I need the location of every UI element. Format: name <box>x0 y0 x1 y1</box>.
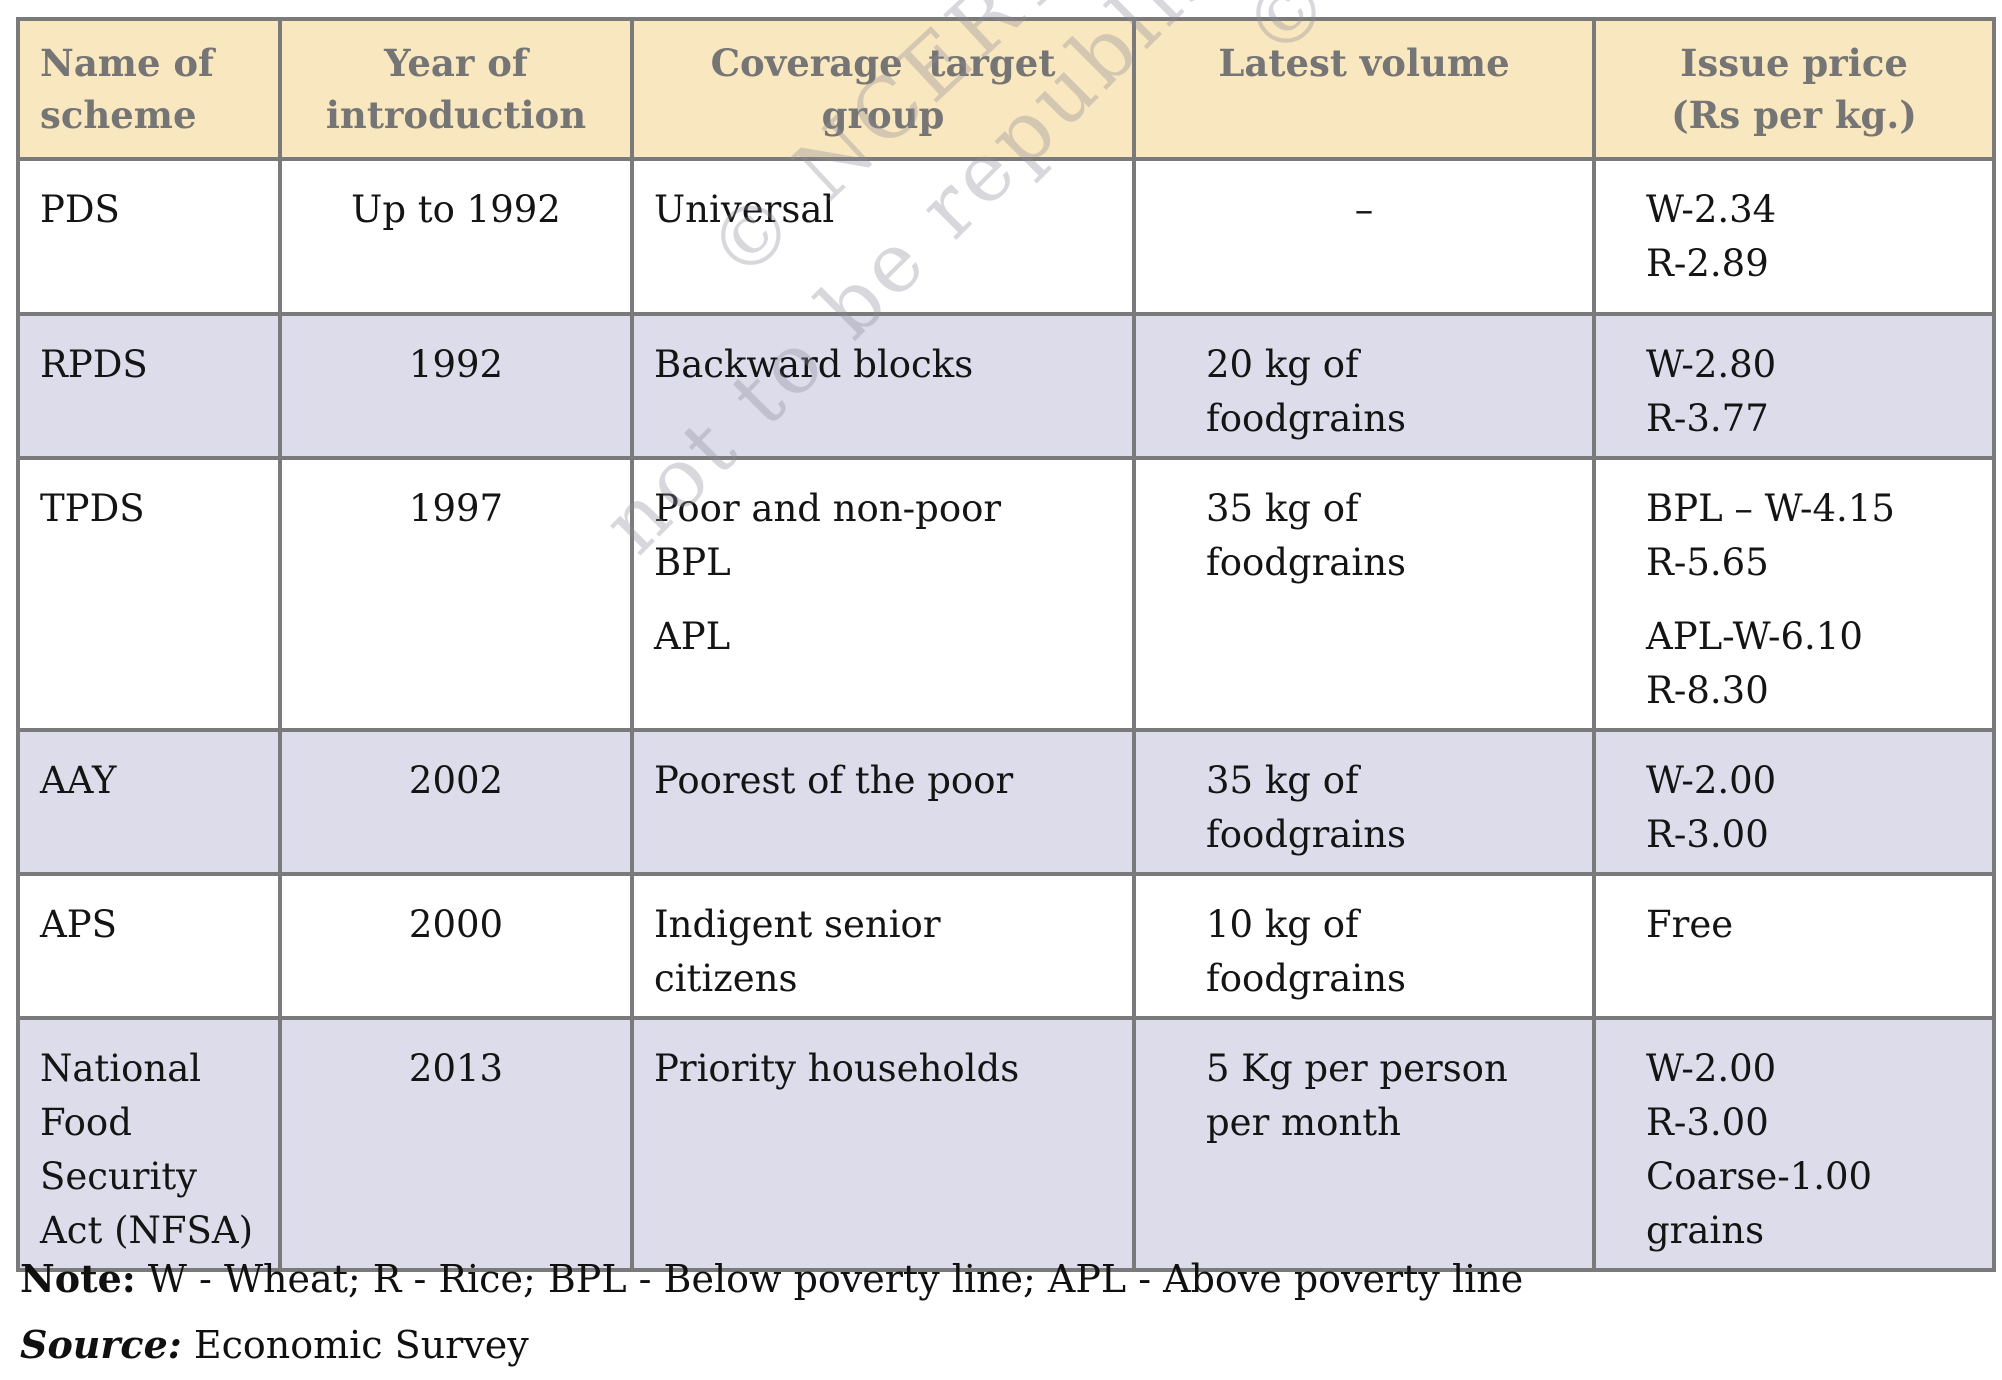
cell-scheme: RPDS <box>16 312 282 460</box>
cell-text: Indigent senior citizens <box>654 903 941 1000</box>
cell-scheme: National Food Security Act (NFSA) <box>16 1016 282 1272</box>
cell-text: 1992 <box>408 343 504 386</box>
cell-text: RPDS <box>40 343 148 386</box>
food-schemes-table: Name of scheme Year of introduction Covera… <box>16 17 1996 1272</box>
cell-text: 2002 <box>408 759 504 802</box>
cell-year: 1992 <box>278 312 634 460</box>
cell-volume: – <box>1132 157 1596 316</box>
cell-scheme: APS <box>16 872 282 1020</box>
cell-text: APL-W-6.10 R-8.30 <box>1646 615 1863 712</box>
cell-price: BPL – W-4.15 R-5.65 APL-W-6.10 R-8.30 <box>1592 456 1996 732</box>
table-row: RPDS 1992 Backward blocks 20 kg of foodgrai… <box>16 312 1996 460</box>
table-row: AAY 2002 Poorest of the poor 35 kg of foodg… <box>16 728 1996 876</box>
cell-text: BPL – W-4.15 R-5.65 <box>1646 487 1895 584</box>
table-row: PDS Up to 1992 Universal – W-2.34 R-2.89 <box>16 157 1996 316</box>
cell-text: PDS <box>40 188 120 231</box>
cell-volume: 20 kg of foodgrains <box>1132 312 1596 460</box>
column-header: Name of scheme <box>16 17 282 161</box>
column-header: Year of introduction <box>278 17 634 161</box>
cell-text: W-2.00 R-3.00 Coarse-1.00 grains <box>1646 1047 1873 1252</box>
cell-price: W-2.00 R-3.00 <box>1592 728 1996 876</box>
cell-text: 2013 <box>408 1047 504 1090</box>
cell-text: TPDS <box>40 487 145 530</box>
cell-price: W-2.34 R-2.89 <box>1592 157 1996 316</box>
cell-year: 2013 <box>278 1016 634 1272</box>
note-label: Note: <box>20 1256 136 1301</box>
cell-year: 2002 <box>278 728 634 876</box>
cell-text: 10 kg of foodgrains <box>1206 903 1407 1000</box>
cell-volume: 35 kg of foodgrains <box>1132 728 1596 876</box>
cell-text: APS <box>40 903 117 946</box>
cell-year: 1997 <box>278 456 634 732</box>
cell-text: Universal <box>654 188 835 231</box>
cell-coverage: Universal <box>630 157 1136 316</box>
cell-volume: 5 Kg per person per month <box>1132 1016 1596 1272</box>
note-text: W - Wheat; R - Rice; BPL - Below poverty… <box>135 1257 1524 1301</box>
cell-volume: 35 kg of foodgrains <box>1132 456 1596 732</box>
cell-text: 35 kg of foodgrains <box>1206 759 1407 856</box>
cell-price: W-2.00 R-3.00 Coarse-1.00 grains <box>1592 1016 1996 1272</box>
cell-volume: 10 kg of foodgrains <box>1132 872 1596 1020</box>
cell-text: Free <box>1646 903 1734 946</box>
cell-coverage: Poorest of the poor <box>630 728 1136 876</box>
cell-text: – <box>1354 188 1374 231</box>
table-footnotes: Note: W - Wheat; R - Rice; BPL - Below p… <box>20 1246 1523 1378</box>
cell-coverage: Poor and non-poor BPL APL <box>630 456 1136 732</box>
table-row: TPDS 1997 Poor and non-poor BPL APL 35 kg of… <box>16 456 1996 732</box>
table-row: National Food Security Act (NFSA) 2013 Pri… <box>16 1016 1996 1272</box>
cell-text: APL <box>654 615 731 658</box>
cell-text: 5 Kg per person per month <box>1206 1047 1508 1144</box>
cell-text: National Food Security Act (NFSA) <box>40 1047 254 1252</box>
note-line: Note: W - Wheat; R - Rice; BPL - Below p… <box>20 1246 1523 1312</box>
table-row: APS 2000 Indigent senior citizens 10 kg of … <box>16 872 1996 1020</box>
cell-coverage: Indigent senior citizens <box>630 872 1136 1020</box>
cell-year: 2000 <box>278 872 634 1020</box>
cell-text: W-2.34 R-2.89 <box>1646 188 1777 285</box>
cell-text: 35 kg of foodgrains <box>1206 487 1407 584</box>
cell-text: 20 kg of foodgrains <box>1206 343 1407 440</box>
cell-text: Poorest of the poor <box>654 759 1014 802</box>
source-text: Economic Survey <box>181 1323 529 1367</box>
cell-text: 1997 <box>408 487 504 530</box>
cell-scheme: AAY <box>16 728 282 876</box>
cell-text: Poor and non-poor BPL <box>654 487 1002 584</box>
cell-price: Free <box>1592 872 1996 1020</box>
cell-text: Priority households <box>654 1047 1020 1090</box>
column-header: Latest volume <box>1132 17 1596 161</box>
cell-price: W-2.80 R-3.77 <box>1592 312 1996 460</box>
cell-scheme: TPDS <box>16 456 282 732</box>
cell-scheme: PDS <box>16 157 282 316</box>
source-line: Source: Economic Survey <box>20 1312 1523 1378</box>
cell-text: W-2.00 R-3.00 <box>1646 759 1777 856</box>
cell-year: Up to 1992 <box>278 157 634 316</box>
table-header-row: Name of scheme Year of introduction Covera… <box>16 17 1996 161</box>
cell-coverage: Backward blocks <box>630 312 1136 460</box>
column-header: Issue price (Rs per kg.) <box>1592 17 1996 161</box>
cell-text: Backward blocks <box>654 343 974 386</box>
cell-text: 2000 <box>408 903 504 946</box>
column-header: Coverage target group <box>630 17 1136 161</box>
cell-text: AAY <box>40 759 117 802</box>
source-label: Source: <box>20 1322 182 1367</box>
cell-coverage: Priority households <box>630 1016 1136 1272</box>
cell-text: Up to 1992 <box>351 188 561 231</box>
cell-text: W-2.80 R-3.77 <box>1646 343 1777 440</box>
